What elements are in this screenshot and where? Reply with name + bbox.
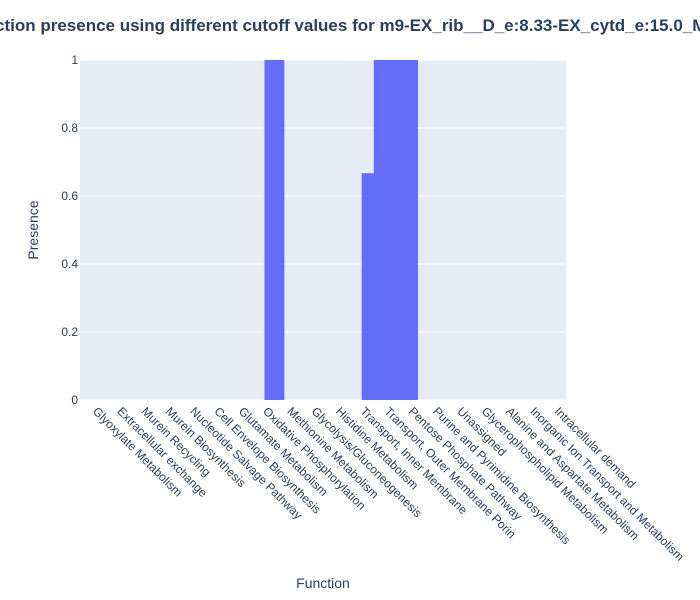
y-tick-label: 0.2 (61, 325, 78, 339)
y-tick-label: 0 (71, 393, 78, 407)
y-axis-ticks: 0 0.2 0.4 0.6 0.8 1 (61, 53, 78, 407)
bars (264, 60, 419, 400)
y-tick-label: 0.4 (61, 257, 78, 271)
bar (264, 60, 285, 400)
grid-lines (80, 59, 566, 401)
y-tick-label: 0.8 (61, 121, 78, 135)
y-axis-title: Presence (25, 200, 41, 259)
bar (398, 60, 419, 400)
y-tick-label: 1 (71, 53, 78, 67)
x-axis-title: Function (296, 575, 350, 591)
chart-title: ction presence using different cutoff va… (0, 16, 700, 35)
y-tick-label: 0.6 (61, 189, 78, 203)
plot-area (80, 60, 566, 400)
